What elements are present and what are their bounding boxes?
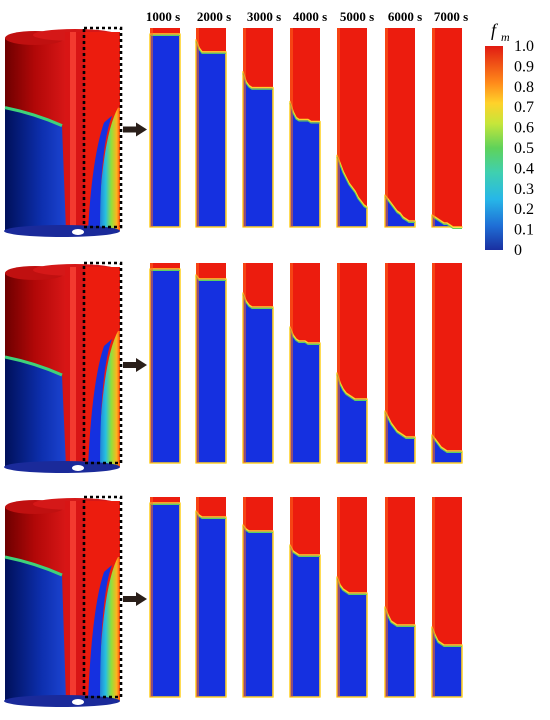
mushy-zone-front (336, 374, 367, 401)
colorbar-tick: 0.5 (514, 140, 534, 157)
solid-region (195, 510, 227, 698)
contour-panel (289, 263, 321, 464)
selection-box (82, 495, 123, 699)
solid-region (149, 268, 181, 464)
time-label: 2000 s (197, 9, 231, 24)
solid-region (195, 39, 227, 228)
figure-row: Postive gradient (4, 26, 463, 237)
contour-panel (242, 263, 274, 464)
solid-region (149, 502, 181, 698)
mushy-zone-front (431, 628, 462, 647)
solid-region (384, 194, 416, 228)
contour-panel (431, 263, 463, 464)
solid-region (242, 71, 274, 228)
contour-panel (431, 497, 463, 698)
mushy-zone-front (289, 102, 320, 124)
solid-region (242, 292, 274, 464)
colorbar-tick: 1.0 (514, 38, 534, 55)
right-arrow-icon (123, 592, 147, 606)
contour-panel (336, 497, 368, 698)
time-label: 1000 s (146, 9, 180, 24)
solid-region (431, 626, 463, 698)
cylinder-cutaway-icon (4, 495, 123, 707)
time-label: 7000 s (434, 9, 468, 24)
solid-region (336, 154, 368, 228)
figure-row: Uniform (4, 261, 463, 473)
mushy-zone-front (384, 196, 415, 223)
solid-region (431, 434, 463, 464)
colorbar-title-subscript: m (501, 30, 510, 44)
colorbar-ticks: 1.0 0.9 0.8 0.7 0.6 0.5 0.4 0.3 0.2 0.1 0 (514, 38, 534, 259)
contour-panel (289, 28, 321, 228)
right-arrow-icon (123, 358, 147, 372)
mushy-zone-front (289, 328, 320, 345)
contour-panel (195, 497, 227, 698)
solid-region (336, 576, 368, 698)
contour-panel (149, 28, 181, 228)
time-label: 3000 s (247, 9, 281, 24)
colorbar-tick: 0.9 (514, 58, 534, 75)
colorbar-tick: 0 (514, 242, 522, 259)
mushy-zone-front (384, 412, 415, 439)
figure-row: Negative gradient (4, 495, 463, 707)
solid-region (149, 33, 181, 228)
colorbar-tick: 0.4 (514, 160, 534, 177)
mushy-zone-front (431, 436, 462, 453)
contour-panel (149, 263, 181, 464)
selection-box (82, 261, 123, 465)
mushy-zone-front (195, 276, 226, 281)
time-label: 6000 s (388, 9, 422, 24)
mushy-zone-front (242, 294, 273, 309)
contour-panel (242, 497, 274, 698)
contour-panel (289, 497, 321, 698)
solid-region (289, 100, 321, 228)
mushy-zone-front (195, 41, 226, 54)
solid-region (384, 410, 416, 464)
solid-region (195, 274, 227, 464)
colorbar-tick: 0.7 (514, 99, 534, 116)
contour-panel (242, 28, 274, 228)
mushy-zone-front (289, 546, 320, 557)
cylinder-cutaway-icon (4, 261, 123, 473)
mushy-zone-front (336, 578, 367, 595)
solid-region (384, 606, 416, 698)
contour-panel (384, 497, 416, 698)
colorbar-scale (485, 46, 503, 250)
contour-panel (195, 28, 227, 228)
mushy-zone-front (242, 526, 273, 533)
time-labels: 1000 s 2000 s 3000 s 4000 s 5000 s 6000 s 7000… (146, 9, 468, 24)
mushy-zone-front (336, 156, 368, 210)
rows: Postive gradient Uniform Negative gradient (4, 26, 463, 707)
mushy-zone-front (384, 608, 415, 627)
colorbar-tick: 0.3 (514, 181, 534, 198)
contour-panel (384, 263, 416, 464)
mushy-zone-front (431, 216, 462, 229)
right-arrow-icon (123, 122, 147, 137)
colorbar-tick: 0.2 (514, 201, 534, 218)
contour-panel (149, 497, 181, 698)
contour-panel (384, 28, 416, 228)
colorbar-title: f (491, 20, 499, 40)
selection-box (82, 26, 123, 229)
contour-panel (431, 28, 463, 229)
solid-region (242, 524, 274, 698)
colorbar: f m 1.0 0.9 0.8 0.7 0.6 0.5 0.4 0.3 0.2 0.1 0 (485, 20, 534, 259)
solid-region (336, 372, 368, 464)
colorbar-tick: 0.8 (514, 79, 534, 96)
mushy-zone-front (195, 512, 226, 519)
time-label: 5000 s (340, 9, 374, 24)
solid-region (289, 544, 321, 698)
mushy-zone-front (242, 73, 273, 90)
colorbar-tick: 0.1 (514, 222, 534, 239)
solid-region (289, 326, 321, 464)
colorbar-tick: 0.6 (514, 120, 534, 137)
contour-panel (336, 263, 368, 464)
cylinder-cutaway-icon (4, 26, 123, 237)
time-label: 4000 s (293, 9, 327, 24)
contour-panel (336, 28, 368, 228)
contour-panel (195, 263, 227, 464)
